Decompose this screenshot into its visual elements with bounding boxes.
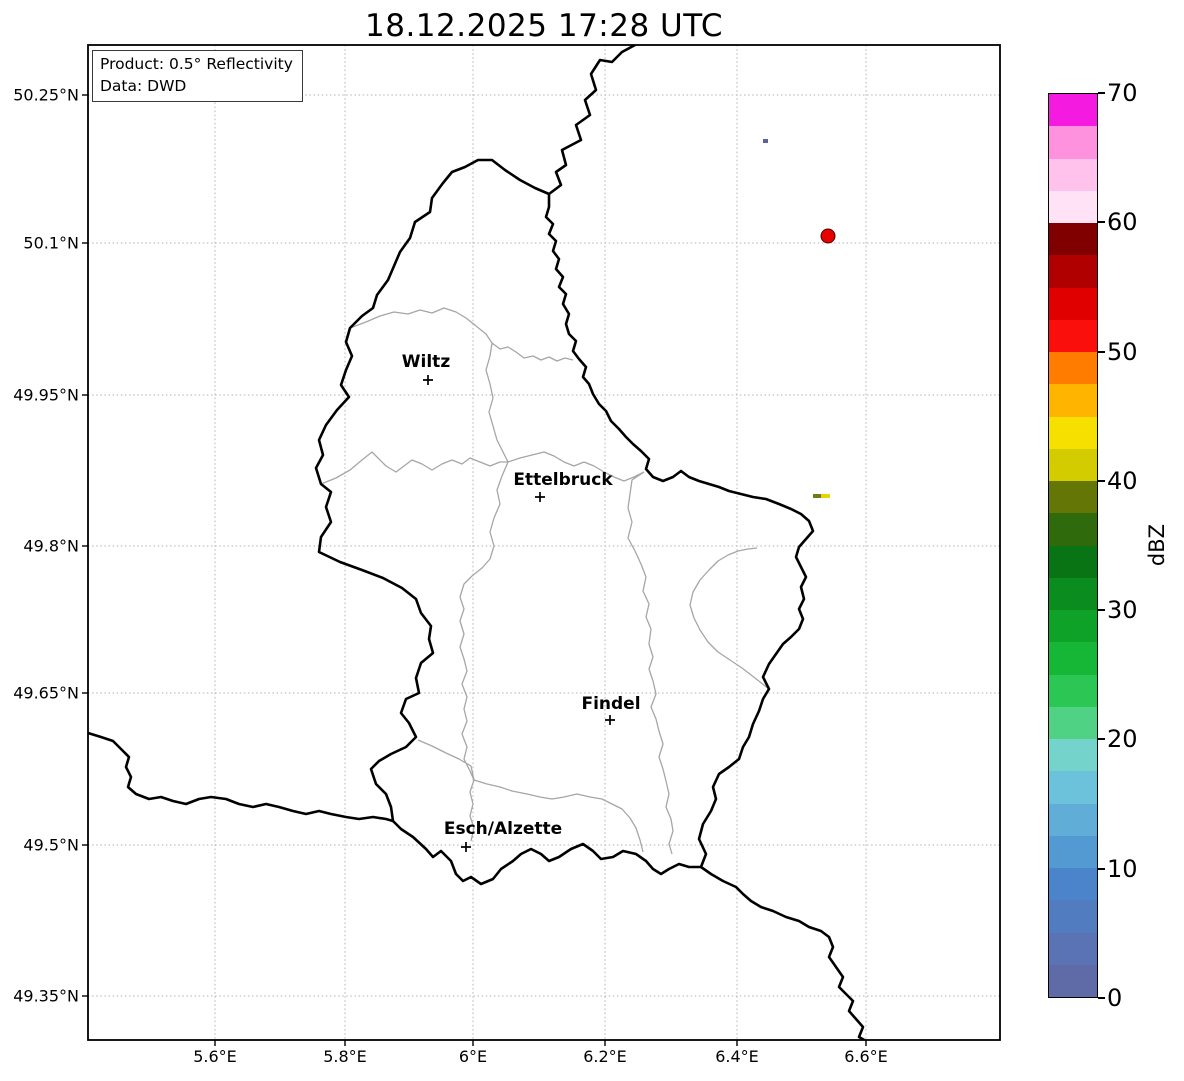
x-tick-label: 5.6°E: [193, 1047, 237, 1066]
y-tick-label: 50.1°N: [23, 233, 79, 253]
colorbar-segment: [1049, 319, 1097, 352]
colorbar-segment: [1049, 545, 1097, 578]
colorbar-gradient: [1049, 94, 1097, 997]
colorbar-tick-label: 40: [1107, 466, 1138, 495]
city-label: Wiltz: [401, 352, 451, 372]
colorbar-segment: [1049, 223, 1097, 256]
city-marker-layer: [423, 375, 615, 852]
colorbar-segment: [1049, 932, 1097, 965]
colorbar-segment: [1049, 868, 1097, 901]
colorbar-segment: [1049, 384, 1097, 417]
y-tick-label: 49.5°N: [23, 835, 79, 855]
y-tick-label: 49.95°N: [13, 385, 79, 405]
grid-layer: [88, 45, 1000, 1040]
radar-echo-pixel: [813, 494, 821, 498]
city-label: Ettelbruck: [513, 470, 613, 490]
y-tick-label: 49.8°N: [23, 536, 79, 556]
colorbar-segment: [1049, 255, 1097, 288]
colorbar-unit-label: dBZ: [1145, 523, 1169, 567]
y-tick-label: 49.35°N: [13, 986, 79, 1006]
colorbar-segment: [1049, 287, 1097, 320]
city-marker: [461, 842, 471, 852]
x-tick-label: 6°E: [458, 1047, 488, 1066]
colorbar: [1048, 93, 1098, 998]
luxembourg-outline: [314, 158, 815, 886]
colorbar-tick-label: 60: [1107, 208, 1138, 237]
axis-tick-layer: [82, 94, 867, 1046]
district-borders-layer: [320, 307, 770, 855]
district-border-lines: [320, 307, 770, 855]
city-label: Esch/Alzette: [443, 819, 563, 839]
x-tick-label: 6.2°E: [583, 1047, 627, 1066]
x-tick-label: 5.8°E: [323, 1047, 367, 1066]
colorbar-segment: [1049, 642, 1097, 675]
colorbar-segment: [1049, 481, 1097, 514]
colorbar-segment: [1049, 739, 1097, 772]
national-border-southeast: [699, 865, 867, 1040]
colorbar-tick-mark: [1098, 479, 1105, 482]
city-label: Findel: [581, 694, 641, 714]
colorbar-segment: [1049, 448, 1097, 481]
colorbar-tick-label: 50: [1107, 337, 1138, 366]
radar-echo-dot: [820, 228, 836, 244]
colorbar-segment: [1049, 416, 1097, 449]
radar-echo-pixel: [821, 494, 830, 498]
radar-echo-layer: [763, 139, 836, 498]
colorbar-segment: [1049, 352, 1097, 385]
national-border-southwest: [88, 731, 395, 823]
data-source-line: Data: DWD: [100, 77, 187, 95]
colorbar-segment: [1049, 126, 1097, 159]
colorbar-segment: [1049, 900, 1097, 933]
national-border-north: [547, 45, 637, 196]
colorbar-tick-label: 30: [1107, 596, 1138, 625]
city-marker: [535, 492, 545, 502]
colorbar-segment: [1049, 610, 1097, 643]
x-tick-label: 6.6°E: [844, 1047, 888, 1066]
city-marker: [423, 375, 433, 385]
plot-frame: [87, 44, 1001, 1041]
colorbar-tick-label: 70: [1107, 79, 1138, 107]
colorbar-tick-label: 20: [1107, 725, 1138, 754]
colorbar-segment: [1049, 94, 1097, 127]
colorbar-tick-label: 0: [1107, 984, 1123, 1012]
colorbar-tick-mark: [1098, 350, 1105, 353]
colorbar-segment: [1049, 513, 1097, 546]
colorbar-tick-mark: [1098, 997, 1105, 999]
city-marker: [605, 715, 615, 725]
product-info-box: Product: 0.5° Reflectivity Data: DWD: [92, 50, 303, 102]
colorbar-segment: [1049, 577, 1097, 610]
radar-echo-pixel: [763, 139, 768, 143]
colorbar-segment: [1049, 158, 1097, 191]
y-tick-label: 50.25°N: [13, 85, 79, 105]
national-borders-layer: [88, 45, 867, 1040]
colorbar-tick-label: 10: [1107, 854, 1138, 883]
product-info-line: Product: 0.5° Reflectivity: [100, 55, 293, 73]
colorbar-segment: [1049, 835, 1097, 868]
colorbar-segment: [1049, 771, 1097, 804]
colorbar-tick-mark: [1098, 738, 1105, 741]
colorbar-segment: [1049, 674, 1097, 707]
colorbar-segment: [1049, 803, 1097, 836]
colorbar-tick-mark: [1098, 92, 1105, 94]
colorbar-tick-mark: [1098, 867, 1105, 870]
colorbar-segment: [1049, 190, 1097, 223]
colorbar-tick-mark: [1098, 609, 1105, 612]
y-tick-label: 49.65°N: [13, 683, 79, 703]
colorbar-segment: [1049, 964, 1097, 997]
x-tick-label: 6.4°E: [715, 1047, 759, 1066]
colorbar-tick-mark: [1098, 221, 1105, 224]
page-title: 18.12.2025 17:28 UTC: [365, 8, 723, 44]
colorbar-segment: [1049, 706, 1097, 739]
